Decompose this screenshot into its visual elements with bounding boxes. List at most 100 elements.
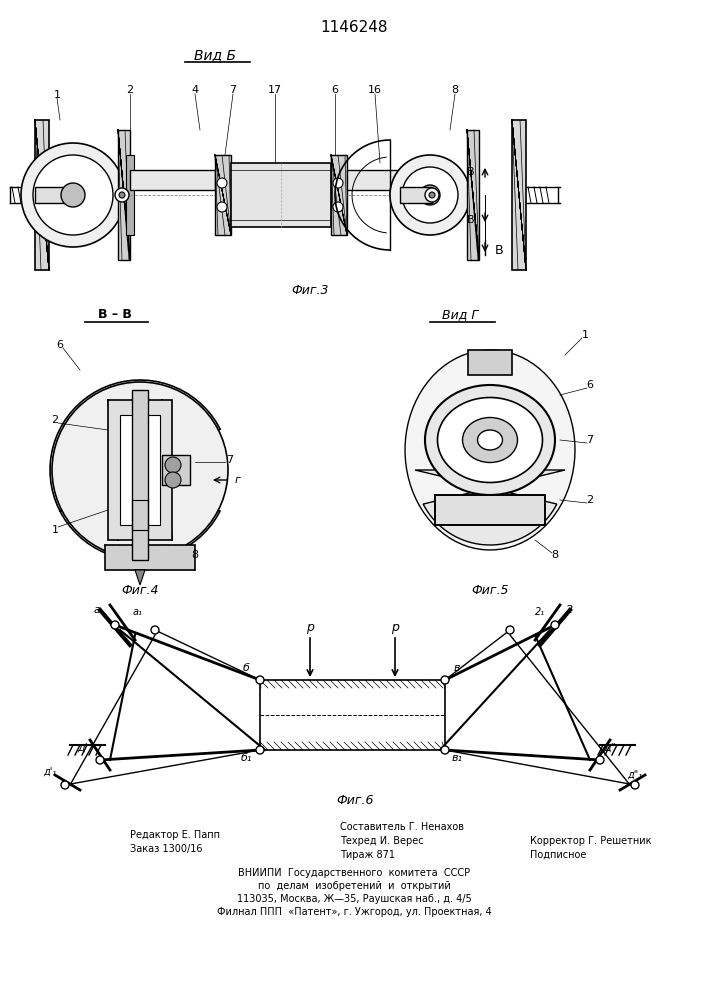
Ellipse shape bbox=[425, 385, 555, 495]
Text: по  делам  изобретений  и  открытий: по делам изобретений и открытий bbox=[257, 881, 450, 891]
Bar bbox=[108, 400, 118, 540]
Text: 8: 8 bbox=[452, 85, 459, 95]
Text: 16: 16 bbox=[368, 85, 382, 95]
Circle shape bbox=[390, 155, 470, 235]
Text: Корректор Г. Решетник: Корректор Г. Решетник bbox=[530, 836, 651, 846]
Bar bbox=[108, 400, 172, 540]
Circle shape bbox=[96, 756, 104, 764]
Bar bbox=[260, 680, 445, 750]
Bar bbox=[435, 495, 545, 525]
Bar bbox=[130, 170, 215, 190]
Text: д": д" bbox=[604, 743, 617, 753]
Circle shape bbox=[61, 183, 85, 207]
Bar bbox=[105, 545, 195, 570]
Bar bbox=[331, 155, 347, 235]
Polygon shape bbox=[50, 380, 220, 560]
Text: 1146248: 1146248 bbox=[320, 20, 387, 35]
Text: 2: 2 bbox=[566, 605, 573, 615]
Text: 2₁: 2₁ bbox=[535, 607, 545, 617]
Bar bbox=[215, 155, 231, 235]
Bar bbox=[231, 163, 331, 227]
Bar bbox=[512, 120, 526, 270]
Ellipse shape bbox=[477, 430, 503, 450]
Circle shape bbox=[217, 178, 227, 188]
Circle shape bbox=[596, 756, 604, 764]
Circle shape bbox=[111, 621, 119, 629]
Circle shape bbox=[52, 382, 228, 558]
Circle shape bbox=[165, 472, 181, 488]
Bar bbox=[35, 187, 75, 203]
Text: 17: 17 bbox=[268, 85, 282, 95]
Text: Составитель Г. Ненахов: Составитель Г. Ненахов bbox=[340, 822, 464, 832]
Circle shape bbox=[217, 202, 227, 212]
Polygon shape bbox=[135, 570, 145, 585]
Text: 4: 4 bbox=[192, 85, 199, 95]
Text: д"₁: д"₁ bbox=[627, 770, 643, 780]
Circle shape bbox=[333, 202, 343, 212]
Text: 6: 6 bbox=[57, 340, 64, 350]
Bar bbox=[435, 495, 545, 525]
Ellipse shape bbox=[438, 397, 542, 483]
Bar bbox=[467, 130, 479, 260]
Text: в: в bbox=[454, 663, 460, 673]
Text: г: г bbox=[235, 475, 241, 485]
Text: B: B bbox=[467, 167, 474, 177]
Circle shape bbox=[33, 155, 113, 235]
Text: Редактор Е. Папп: Редактор Е. Папп bbox=[130, 830, 220, 840]
Text: 1: 1 bbox=[52, 525, 59, 535]
Circle shape bbox=[119, 192, 125, 198]
Bar bbox=[118, 130, 130, 260]
Text: 2: 2 bbox=[586, 495, 594, 505]
Circle shape bbox=[506, 626, 514, 634]
Bar bbox=[435, 495, 545, 525]
Bar bbox=[215, 155, 231, 235]
Bar bbox=[120, 415, 160, 525]
Bar bbox=[162, 455, 190, 485]
Circle shape bbox=[429, 192, 435, 198]
Text: B: B bbox=[495, 243, 503, 256]
Circle shape bbox=[115, 188, 129, 202]
Text: 8: 8 bbox=[551, 550, 559, 560]
Bar bbox=[260, 680, 445, 688]
Text: 2: 2 bbox=[52, 415, 59, 425]
Circle shape bbox=[165, 457, 181, 473]
Circle shape bbox=[21, 143, 125, 247]
Circle shape bbox=[441, 676, 449, 684]
Text: Фиг.6: Фиг.6 bbox=[337, 794, 374, 806]
Bar bbox=[512, 120, 526, 270]
Bar bbox=[260, 742, 445, 750]
Polygon shape bbox=[405, 350, 575, 550]
Text: 1: 1 bbox=[581, 330, 588, 340]
Circle shape bbox=[333, 178, 343, 188]
Bar bbox=[132, 390, 148, 560]
Bar bbox=[118, 130, 130, 260]
Text: 6: 6 bbox=[587, 380, 593, 390]
Bar bbox=[347, 170, 402, 190]
Circle shape bbox=[61, 781, 69, 789]
Circle shape bbox=[256, 746, 264, 754]
Text: р: р bbox=[306, 621, 314, 635]
Text: Заказ 1300/16: Заказ 1300/16 bbox=[130, 844, 202, 854]
Text: б₁: б₁ bbox=[240, 753, 252, 763]
Text: Фиг.5: Фиг.5 bbox=[472, 584, 509, 596]
Bar bbox=[126, 155, 134, 235]
Circle shape bbox=[551, 621, 559, 629]
Text: Фиг.4: Фиг.4 bbox=[121, 584, 159, 596]
Circle shape bbox=[631, 781, 639, 789]
Text: д'₁: д'₁ bbox=[43, 767, 57, 777]
Text: 7: 7 bbox=[230, 85, 237, 95]
Bar bbox=[105, 545, 195, 570]
Text: 7: 7 bbox=[226, 455, 233, 465]
Bar bbox=[467, 130, 479, 260]
Text: а: а bbox=[93, 605, 100, 615]
Text: В – В: В – В bbox=[98, 308, 132, 322]
Text: Техред И. Верес: Техред И. Верес bbox=[340, 836, 423, 846]
Bar bbox=[162, 400, 172, 540]
Circle shape bbox=[151, 626, 159, 634]
Text: р: р bbox=[391, 621, 399, 635]
Text: ВНИИПИ  Государственного  комитета  СССР: ВНИИПИ Государственного комитета СССР bbox=[238, 868, 470, 878]
Text: Подписное: Подписное bbox=[530, 850, 586, 860]
Circle shape bbox=[441, 746, 449, 754]
Circle shape bbox=[256, 676, 264, 684]
Bar bbox=[35, 120, 49, 270]
